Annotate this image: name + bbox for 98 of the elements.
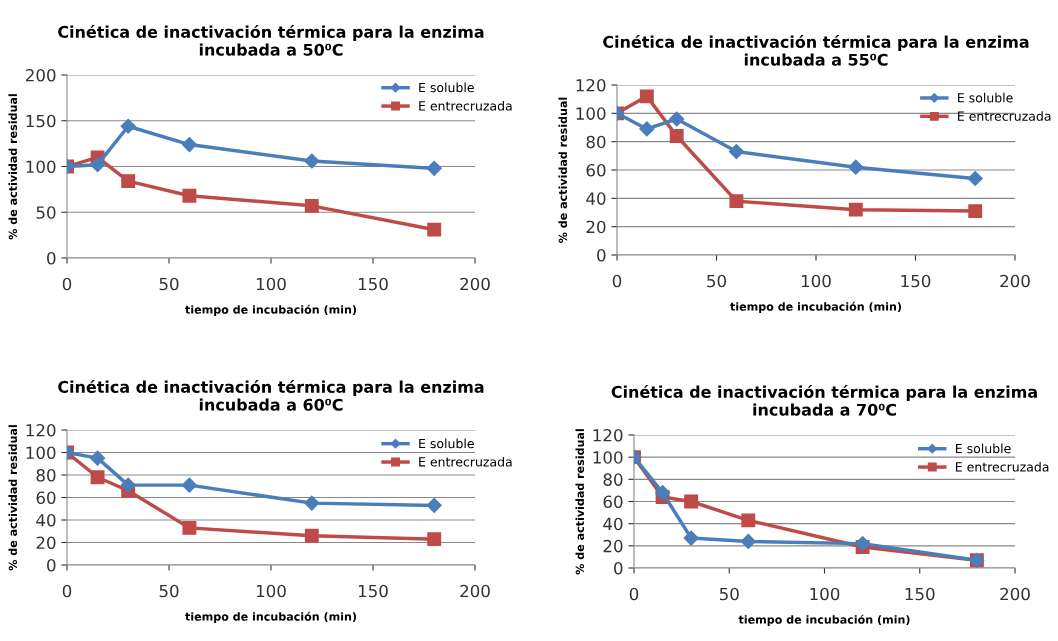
y-tick-label: 50 xyxy=(36,206,56,219)
x-tick-label: 100 xyxy=(256,277,286,291)
y-tick-label: 150 xyxy=(26,114,56,128)
x-tick-label: 100 xyxy=(256,584,286,598)
x-tick-label: 0 xyxy=(629,587,639,601)
y-tick-label: 0 xyxy=(614,561,623,575)
point xyxy=(181,136,197,153)
x-tick-label: 0 xyxy=(62,277,72,291)
x-tick-label: 200 xyxy=(460,584,490,598)
y-tick-label: 100 xyxy=(593,451,623,464)
x-tick-label: 150 xyxy=(901,274,931,288)
y-axis-title: % de actividad residual xyxy=(558,97,568,243)
point xyxy=(741,513,756,528)
x-tick-label: 150 xyxy=(358,277,388,291)
y-tick-label: 40 xyxy=(603,517,623,531)
point xyxy=(848,159,864,175)
point xyxy=(729,194,744,209)
x-tick-label: 50 xyxy=(719,587,739,601)
point xyxy=(848,202,863,217)
x-tick-label: 50 xyxy=(707,274,726,288)
chart-title: Cinética de inactivación térmica para la enzima incubada a 70⁰C xyxy=(611,384,1037,416)
point xyxy=(427,532,442,547)
point xyxy=(90,157,106,173)
x-axis-title: tiempo de incubación (min) xyxy=(738,614,910,626)
point xyxy=(426,160,442,176)
point xyxy=(304,198,319,213)
y-axis-title: % de actividad residual xyxy=(575,429,585,575)
x-tick-label: 150 xyxy=(358,584,388,598)
legend-label: E entrecruzada xyxy=(419,100,512,111)
point xyxy=(182,188,197,203)
x-tick-label: 200 xyxy=(1000,587,1030,601)
x-tick-label: 100 xyxy=(801,274,831,288)
x-tick-label: 50 xyxy=(159,584,179,598)
point xyxy=(968,204,983,219)
point xyxy=(120,477,136,493)
point xyxy=(684,494,699,509)
point xyxy=(427,222,442,237)
point xyxy=(182,520,197,535)
point xyxy=(90,450,106,466)
chart-title: Cinética de inactivación térmica para la enzima incubada a 60⁰C xyxy=(58,379,484,411)
y-tick-label: 120 xyxy=(576,78,606,92)
chart-title: Cinética de inactivación térmica para la enzima incubada a 50⁰C xyxy=(58,24,484,56)
y-tick-label: 60 xyxy=(36,491,56,505)
y-tick-label: 100 xyxy=(26,160,56,174)
point xyxy=(426,497,442,513)
point xyxy=(639,89,654,104)
y-tick-label: 40 xyxy=(586,192,606,205)
y-tick-label: 60 xyxy=(603,495,623,509)
x-tick-label: 150 xyxy=(905,587,935,601)
point xyxy=(90,470,105,485)
legend-label: E entrecruzada xyxy=(958,111,1051,121)
point xyxy=(740,533,756,549)
y-tick-label: 0 xyxy=(47,558,56,572)
point xyxy=(967,170,983,187)
legend-label: E soluble xyxy=(419,82,474,93)
legend-label: E entrecruzada xyxy=(419,456,512,467)
point xyxy=(121,174,136,189)
x-axis-title: tiempo de incubación (min) xyxy=(185,611,357,623)
legend-label: E soluble xyxy=(958,92,1013,103)
y-tick-label: 200 xyxy=(25,68,56,82)
y-tick-label: 20 xyxy=(586,220,606,234)
x-axis-title: tiempo de incubación (min) xyxy=(185,304,357,316)
x-tick-label: 200 xyxy=(1000,274,1030,288)
point xyxy=(120,118,136,134)
y-tick-label: 60 xyxy=(586,163,606,177)
y-tick-label: 100 xyxy=(576,107,606,120)
point xyxy=(669,111,685,127)
point xyxy=(304,153,320,169)
point xyxy=(304,528,319,543)
y-tick-label: 40 xyxy=(36,513,56,527)
y-tick-label: 80 xyxy=(36,468,56,482)
y-axis-title: % de actividad residual xyxy=(8,94,18,240)
legend-label: E entrecruzada xyxy=(956,461,1049,472)
y-tick-label: 0 xyxy=(597,248,606,262)
point xyxy=(683,530,699,546)
y-axis-title: % de actividad residual xyxy=(8,425,18,571)
y-tick-label: 80 xyxy=(586,135,606,149)
y-tick-label: 120 xyxy=(26,423,56,437)
y-tick-label: 20 xyxy=(603,539,623,553)
point xyxy=(639,121,655,137)
y-tick-label: 0 xyxy=(47,251,56,265)
point xyxy=(655,485,671,501)
x-tick-label: 50 xyxy=(159,277,179,291)
point xyxy=(728,144,744,160)
y-tick-label: 100 xyxy=(26,446,56,460)
x-axis-title: tiempo de incubación (min) xyxy=(730,301,902,313)
legend-label: E soluble xyxy=(419,438,474,449)
point xyxy=(304,495,320,511)
y-tick-label: 120 xyxy=(593,428,623,442)
x-tick-label: 100 xyxy=(810,587,840,601)
y-tick-label: 80 xyxy=(603,473,623,486)
x-tick-label: 0 xyxy=(62,584,72,598)
point xyxy=(181,477,197,493)
x-tick-label: 200 xyxy=(460,277,490,291)
chart-title: Cinética de inactivación térmica para la enzima incubada a 55⁰C xyxy=(603,34,1029,66)
legend-label: E soluble xyxy=(956,443,1011,454)
point xyxy=(669,129,684,143)
y-tick-label: 20 xyxy=(36,536,56,550)
